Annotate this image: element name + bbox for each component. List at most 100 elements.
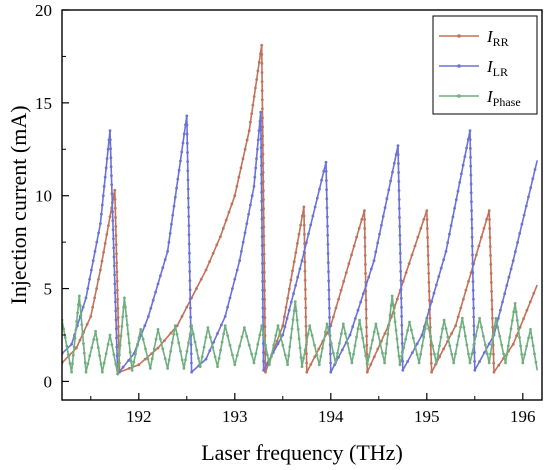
data-point bbox=[505, 353, 509, 356]
data-point bbox=[334, 306, 338, 310]
data-point bbox=[383, 206, 387, 210]
data-point bbox=[189, 343, 193, 347]
data-point bbox=[167, 358, 171, 362]
data-point bbox=[396, 144, 400, 148]
data-point bbox=[252, 185, 256, 188]
data-point bbox=[83, 361, 87, 364]
data-point bbox=[252, 95, 256, 98]
data-point bbox=[327, 279, 331, 283]
y-axis-title: Injection current (mA) bbox=[6, 105, 31, 304]
data-point bbox=[224, 218, 228, 222]
data-point bbox=[399, 297, 403, 300]
data-point bbox=[175, 186, 179, 190]
data-point bbox=[113, 197, 117, 201]
data-point bbox=[102, 185, 106, 188]
data-point bbox=[238, 259, 242, 263]
data-point bbox=[462, 297, 465, 301]
data-point bbox=[383, 332, 387, 335]
data-point bbox=[469, 182, 473, 186]
data-point bbox=[223, 324, 227, 328]
data-point bbox=[506, 344, 510, 348]
data-point bbox=[170, 222, 173, 226]
data-point bbox=[260, 253, 264, 256]
data-point bbox=[272, 343, 276, 347]
data-point bbox=[469, 147, 472, 150]
data-point bbox=[381, 351, 384, 355]
data-point bbox=[185, 349, 189, 353]
data-point bbox=[123, 296, 126, 300]
data-point bbox=[442, 258, 445, 262]
data-point bbox=[371, 338, 374, 342]
data-point bbox=[125, 323, 129, 327]
data-point bbox=[287, 308, 291, 312]
data-point bbox=[313, 205, 317, 209]
data-point bbox=[221, 227, 225, 230]
data-point bbox=[485, 218, 488, 221]
data-point bbox=[419, 226, 423, 230]
data-point bbox=[302, 214, 306, 218]
data-point bbox=[243, 231, 247, 235]
data-point bbox=[257, 61, 261, 64]
data-point bbox=[186, 178, 190, 182]
data-point bbox=[260, 244, 264, 248]
data-point bbox=[337, 297, 340, 301]
data-point bbox=[511, 342, 515, 346]
data-point bbox=[329, 352, 332, 356]
data-point bbox=[62, 327, 65, 331]
plot-area bbox=[62, 43, 538, 376]
data-point bbox=[94, 329, 97, 333]
data-point bbox=[326, 233, 330, 237]
data-point bbox=[172, 332, 176, 336]
data-point bbox=[473, 351, 476, 354]
data-point bbox=[357, 226, 361, 230]
data-point bbox=[184, 358, 187, 362]
data-point bbox=[395, 337, 399, 341]
data-point bbox=[470, 209, 473, 213]
data-point bbox=[477, 244, 481, 248]
data-point bbox=[470, 244, 474, 248]
data-point bbox=[114, 327, 118, 331]
data-point bbox=[250, 352, 254, 356]
legend-label-main: I bbox=[486, 27, 494, 46]
data-point bbox=[279, 334, 282, 337]
data-point bbox=[500, 343, 504, 347]
data-point bbox=[328, 325, 332, 328]
data-point bbox=[427, 308, 431, 312]
data-point bbox=[202, 345, 206, 349]
data-point bbox=[186, 160, 190, 164]
data-point bbox=[264, 370, 267, 374]
data-point bbox=[496, 317, 500, 320]
data-point bbox=[407, 262, 411, 266]
data-point bbox=[260, 182, 263, 185]
data-point bbox=[107, 224, 110, 228]
data-point bbox=[89, 315, 93, 318]
data-point bbox=[100, 370, 104, 374]
data-point bbox=[188, 270, 192, 273]
data-point bbox=[483, 351, 486, 354]
data-point bbox=[469, 191, 473, 195]
data-point bbox=[180, 315, 184, 318]
data-point bbox=[159, 274, 162, 278]
data-point bbox=[392, 161, 396, 165]
data-point bbox=[143, 324, 147, 328]
data-point bbox=[422, 335, 426, 339]
data-point bbox=[296, 242, 299, 245]
data-point bbox=[529, 186, 533, 190]
data-point bbox=[255, 78, 259, 81]
data-point bbox=[262, 351, 265, 354]
data-point bbox=[211, 345, 215, 349]
data-point bbox=[151, 298, 155, 302]
data-point bbox=[334, 361, 337, 365]
data-point bbox=[111, 219, 115, 223]
data-point bbox=[76, 311, 79, 315]
data-point bbox=[99, 268, 102, 272]
data-point bbox=[327, 270, 330, 274]
data-point bbox=[112, 353, 116, 356]
data-point bbox=[144, 347, 147, 351]
data-point bbox=[450, 332, 453, 335]
data-point bbox=[454, 198, 458, 202]
data-point bbox=[77, 294, 81, 298]
data-point bbox=[103, 175, 107, 179]
data-point bbox=[406, 360, 409, 363]
legend-swatch-marker bbox=[457, 64, 461, 68]
